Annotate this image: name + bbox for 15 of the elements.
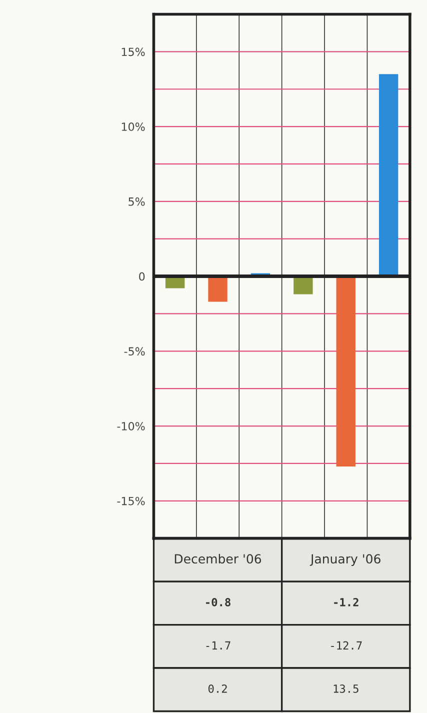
y-tick-label: 10% xyxy=(122,122,145,131)
x-tick-label: January '06 xyxy=(310,554,380,566)
x-tick-label: December '06 xyxy=(174,554,262,564)
y-tick-label: -5% xyxy=(124,347,145,356)
data-label: -0.8 xyxy=(206,598,230,606)
data-label: -1.2 xyxy=(334,598,358,606)
y-tick-label: -15% xyxy=(117,496,145,506)
y-tick-label: 5% xyxy=(128,197,145,206)
data-label: 13.5 xyxy=(334,684,358,693)
y-tick-label: 0 xyxy=(139,272,145,281)
y-tick-label: 15% xyxy=(122,48,145,56)
y-tick-label: -10% xyxy=(117,422,145,430)
data-label: -12.7 xyxy=(331,641,362,650)
data-label: 0.2 xyxy=(208,684,227,693)
data-label: -1.7 xyxy=(206,641,230,650)
